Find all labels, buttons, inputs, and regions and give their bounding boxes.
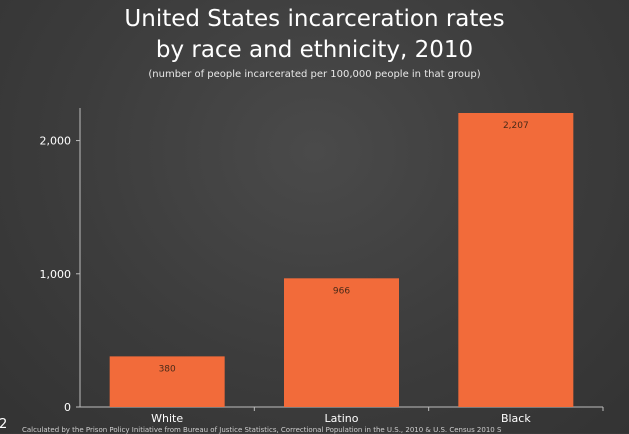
y-tick-label: 2,000 (40, 135, 72, 148)
data-label-latino: 966 (333, 286, 350, 296)
data-label-black: 2,207 (503, 121, 529, 131)
page-number: 2 (0, 417, 8, 432)
y-tick-label: 1,000 (40, 268, 72, 281)
category-label-white: White (151, 412, 183, 425)
chart-subtitle: (number of people incarcerated per 100,0… (148, 69, 481, 80)
category-label-black: Black (501, 412, 531, 425)
source-note: Calculated by the Prison Policy Initiati… (22, 426, 502, 434)
bar-white (109, 356, 225, 407)
chart-title-line-1: United States incarceration rates (124, 6, 505, 32)
chart-title: United States incarceration rates by rac… (0, 4, 629, 66)
bar-latino (284, 278, 399, 407)
category-label-latino: Latino (325, 412, 359, 425)
bar-black (458, 113, 574, 407)
data-label-white: 380 (159, 364, 176, 374)
y-tick-label: 0 (64, 401, 71, 414)
chart-title-line-2: by race and ethnicity, 2010 (155, 37, 474, 63)
